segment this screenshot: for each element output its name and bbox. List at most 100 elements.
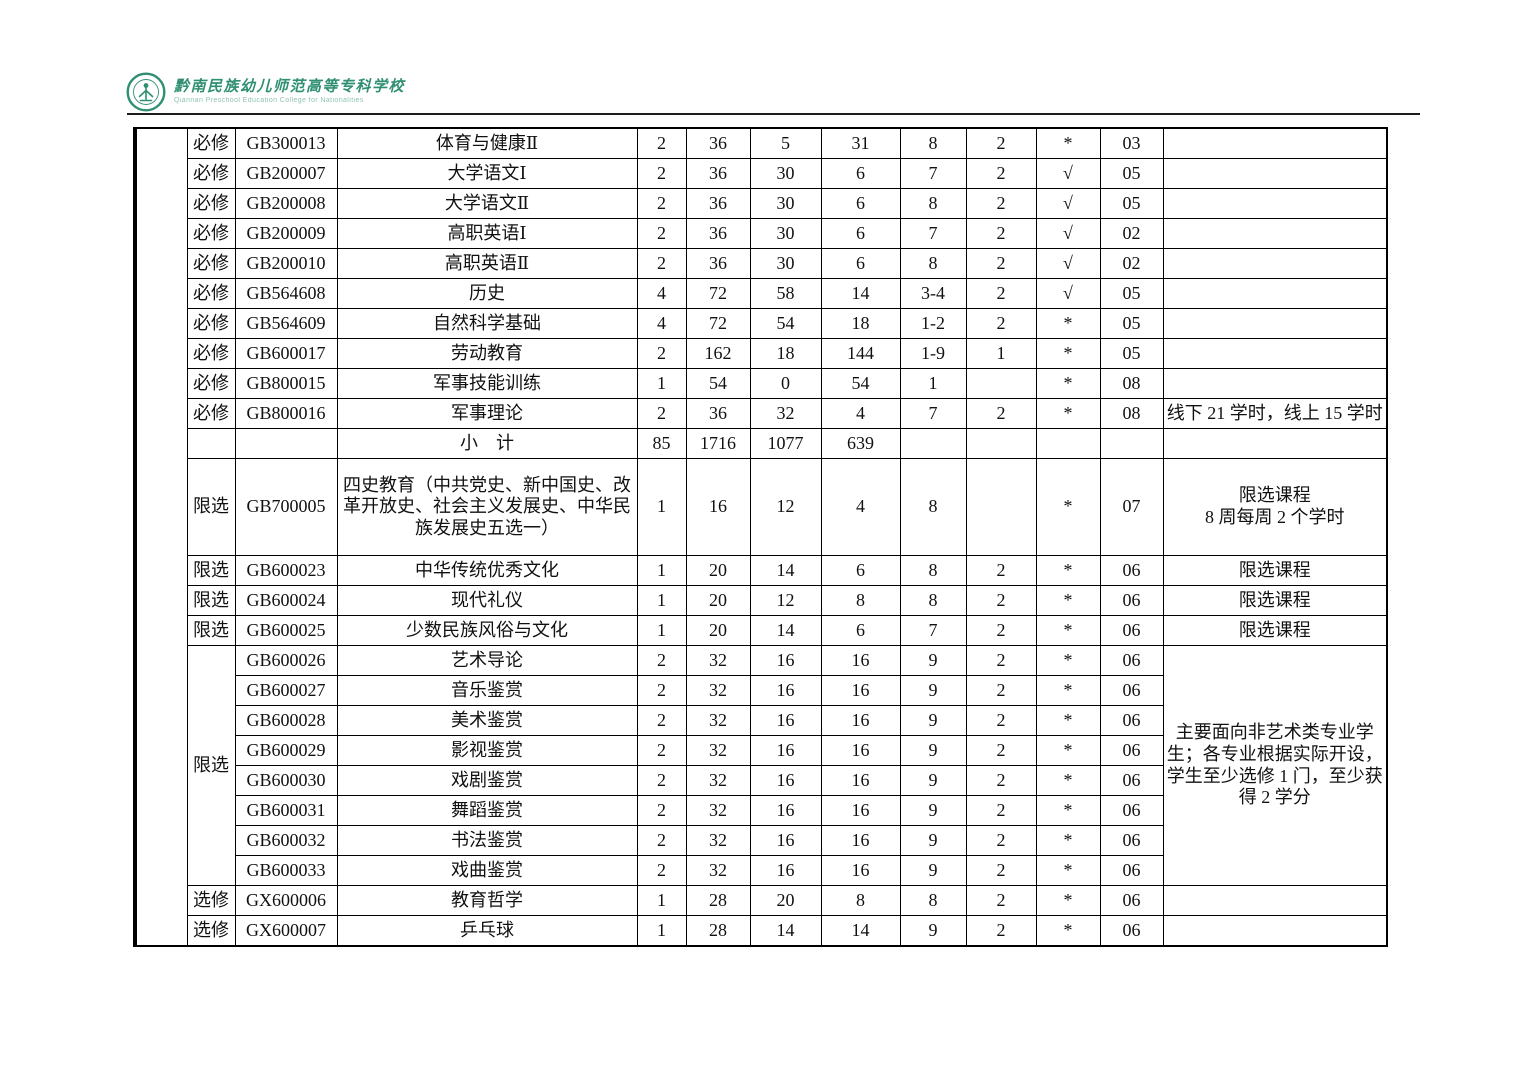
theory-hours-cell: 18	[749, 338, 822, 369]
practice-hours-cell: 16	[820, 855, 901, 886]
dept-code-cell: 06	[1099, 585, 1164, 616]
dept-code-cell: 06	[1099, 765, 1164, 796]
course-code-cell	[234, 428, 338, 459]
total-hours-cell: 36	[685, 248, 751, 279]
assessment-cell: *	[1035, 555, 1101, 586]
practice-hours-cell: 18	[820, 308, 901, 339]
dept-code-cell: 06	[1099, 705, 1164, 736]
practice-hours-cell: 16	[820, 765, 901, 796]
dept-code-cell: 06	[1099, 735, 1164, 766]
weekly-hours-cell: 2	[965, 585, 1037, 616]
theory-hours-cell: 12	[749, 585, 822, 616]
total-hours-cell: 36	[685, 188, 751, 219]
course-name-cell: 军事技能训练	[336, 368, 638, 399]
credits-cell: 2	[636, 188, 687, 219]
weekly-hours-cell: 2	[965, 308, 1037, 339]
practice-hours-cell: 16	[820, 675, 901, 706]
assessment-cell: *	[1035, 127, 1101, 159]
course-table-body: 必修 GB300013 体育与健康Ⅱ 2 36 5 31 8 2 * 03 必修 GB200007 大学语…	[134, 127, 1388, 947]
weekly-hours-cell: 2	[965, 795, 1037, 826]
remark-cell: 限选课程	[1162, 615, 1388, 646]
theory-hours-cell: 30	[749, 158, 822, 189]
weekly-hours-cell: 2	[965, 765, 1037, 796]
course-name-cell: 少数民族风俗与文化	[336, 615, 638, 646]
dept-code-cell: 06	[1099, 795, 1164, 826]
course-row: 必修 GB564608 历史 4 72 58 14 3-4 2 √ 05	[135, 278, 1388, 309]
total-hours-cell: 32	[685, 735, 751, 766]
course-code-cell: GB600023	[234, 555, 338, 586]
credits-cell: 1	[636, 585, 687, 616]
weekly-hours-cell: 2	[965, 885, 1037, 916]
theory-hours-cell: 16	[749, 825, 822, 856]
course-type-cell: 必修	[186, 158, 236, 189]
dept-code-cell: 02	[1099, 248, 1164, 279]
total-hours-cell: 54	[685, 368, 751, 399]
course-type-cell: 限选	[186, 615, 236, 646]
header-divider	[127, 113, 1420, 115]
school-name-en: Qiannan Preschool Education College for …	[174, 96, 364, 104]
weekly-hours-cell: 2	[965, 555, 1037, 586]
assessment-cell: *	[1035, 915, 1101, 947]
course-code-cell: GB600024	[234, 585, 338, 616]
weekly-hours-cell: 2	[965, 675, 1037, 706]
semester-cell: 9	[899, 795, 967, 826]
course-name-cell: 军事理论	[336, 398, 638, 429]
total-hours-cell: 36	[685, 218, 751, 249]
course-name-cell: 小 计	[336, 428, 638, 459]
weekly-hours-cell: 2	[965, 615, 1037, 646]
course-row: 必修 GB300013 体育与健康Ⅱ 2 36 5 31 8 2 * 03	[134, 127, 1388, 947]
assessment-cell: *	[1035, 765, 1101, 796]
practice-hours-cell: 4	[820, 458, 901, 556]
course-name-cell: 自然科学基础	[336, 308, 638, 339]
total-hours-cell: 32	[685, 795, 751, 826]
assessment-cell: *	[1035, 585, 1101, 616]
course-type-cell: 选修	[186, 885, 236, 916]
theory-hours-cell: 54	[749, 308, 822, 339]
credits-cell: 2	[636, 705, 687, 736]
credits-cell: 1	[636, 458, 687, 556]
course-row: 必修 GB564609 自然科学基础 4 72 54 18 1-2 2 * 05	[135, 308, 1388, 339]
course-type-cell: 必修	[186, 278, 236, 309]
course-code-cell: GB600025	[234, 615, 338, 646]
remark-cell: 线下 21 学时，线上 15 学时	[1162, 398, 1388, 429]
remark-cell	[1162, 885, 1388, 916]
course-row: 限选 GB700005 四史教育（中共党史、新中国史、改革开放史、社会主义发展史、中…	[135, 458, 1388, 556]
dept-code-cell: 06	[1099, 615, 1164, 646]
theory-hours-cell: 30	[749, 248, 822, 279]
course-type-cell: 限选	[186, 585, 236, 616]
total-hours-cell: 32	[685, 855, 751, 886]
course-type-cell: 限选	[186, 645, 236, 886]
dept-code-cell: 05	[1099, 278, 1164, 309]
dept-code-cell: 06	[1099, 825, 1164, 856]
course-name-cell: 体育与健康Ⅱ	[336, 127, 638, 159]
assessment-cell: *	[1035, 885, 1101, 916]
course-row: 必修 GB200010 高职英语Ⅱ 2 36 30 6 8 2 √ 02	[135, 248, 1388, 279]
course-code-cell: GB600033	[234, 855, 338, 886]
course-name-cell: 艺术导论	[336, 645, 638, 676]
dept-code-cell: 05	[1099, 338, 1164, 369]
course-code-cell: GB600026	[234, 645, 338, 676]
assessment-cell: √	[1035, 248, 1101, 279]
practice-hours-cell: 4	[820, 398, 901, 429]
theory-hours-cell: 16	[749, 735, 822, 766]
assessment-cell: √	[1035, 218, 1101, 249]
credits-cell: 2	[636, 675, 687, 706]
semester-cell: 8	[899, 127, 967, 159]
course-name-cell: 四史教育（中共党史、新中国史、改革开放史、社会主义发展史、中华民族发展史五选一）	[336, 458, 638, 556]
weekly-hours-cell	[965, 458, 1037, 556]
course-name-cell: 音乐鉴赏	[336, 675, 638, 706]
semester-cell: 9	[899, 915, 967, 947]
semester-cell: 1	[899, 368, 967, 399]
practice-hours-cell: 16	[820, 645, 901, 676]
semester-cell: 7	[899, 158, 967, 189]
course-code-cell: GB200008	[234, 188, 338, 219]
weekly-hours-cell: 2	[965, 158, 1037, 189]
remark-cell: 限选课程	[1162, 555, 1388, 586]
theory-hours-cell: 30	[749, 218, 822, 249]
course-row: 选修 GX600007 乒乓球 1 28 14 14 9 2 * 06	[135, 915, 1388, 947]
remark-cell	[1162, 428, 1388, 459]
total-hours-cell: 1716	[685, 428, 751, 459]
course-row: 必修 GB200008 大学语文Ⅱ 2 36 30 6 8 2 √ 05	[135, 188, 1388, 219]
course-type-cell: 选修	[186, 915, 236, 947]
course-code-cell: GB800015	[234, 368, 338, 399]
